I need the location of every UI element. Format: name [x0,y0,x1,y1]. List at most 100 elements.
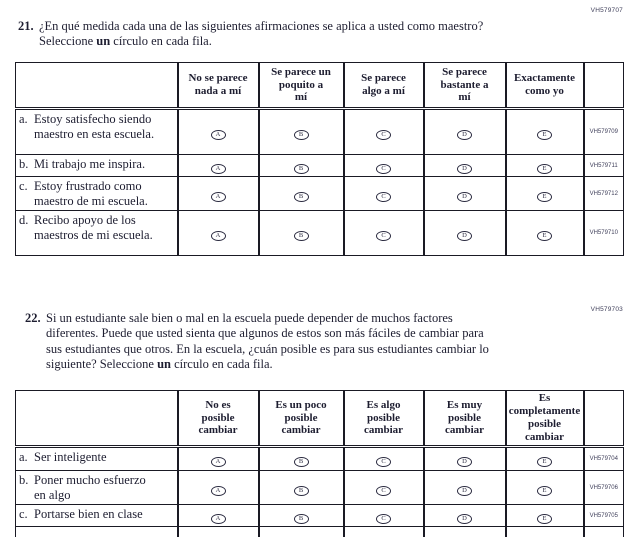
row-letter: c. [19,179,28,193]
column-header-text: Se parece algo a mí [345,72,423,98]
column-header-text: No es posible cambiar [179,399,258,438]
option-cell: A [176,108,259,155]
column-header-line: cambiar [198,424,238,437]
option-cell: A [176,154,259,177]
row-label: a. Ser inteligente [15,446,178,471]
row-code: VH579704 [582,446,624,471]
response-bubble-e[interactable]: E [537,231,552,242]
option-cell: E [504,470,584,505]
row-label: b. Poner mucho esfuerzo en algo [15,470,178,505]
response-bubble-b[interactable]: B [293,163,309,174]
column-header-line: No es [205,398,231,411]
response-bubble-d[interactable]: D [457,191,472,202]
option-cell: E [504,504,584,527]
column-header: Es completamente posible cambiar [504,390,584,448]
response-bubble-d[interactable]: D [457,231,472,242]
clipped-next-row [15,526,624,537]
response-bubble-d[interactable]: D [457,485,472,496]
column-header: Es algo posible cambiar [342,390,424,448]
row-label-text: b. Mi trabajo me inspira. [16,155,177,174]
row-code: VH579709 [582,108,624,155]
column-header: Se parece bastante a mí [422,62,506,110]
response-bubble-c[interactable]: C [376,485,391,496]
row-code: VH579710 [582,210,624,256]
response-bubble-b[interactable]: B [293,231,309,242]
column-header-line: cambiar [524,430,565,443]
column-header-line: Es muy [446,398,483,411]
response-bubble-a[interactable]: A [210,457,226,468]
response-table-22: No es posible cambiar Es un poco posible camb… [15,390,624,537]
response-bubble-d[interactable]: D [457,513,472,524]
option-cell: B [257,176,344,211]
row-letter: b. [19,473,29,487]
clipped-cell [582,526,624,537]
column-header-line: Se parece [442,65,487,78]
response-bubble-b[interactable]: B [293,485,309,496]
column-header-line: posible [366,411,400,424]
response-bubble-d[interactable]: D [457,457,472,468]
response-bubble-b[interactable]: B [293,191,309,202]
question-21-accession-code: VH579707 [590,7,623,14]
response-bubble-a[interactable]: A [210,130,226,141]
table-row: c. Portarse bien en clase A B C D E VH579705 [15,504,624,527]
column-header-text: Es completamente posible cambiar [507,392,583,444]
response-bubble-a[interactable]: A [210,231,226,242]
column-header-line: nada a mí [194,85,242,97]
response-bubble-a[interactable]: A [210,191,226,202]
response-bubble-c[interactable]: C [376,191,391,202]
column-header: No es posible cambiar [176,390,259,448]
response-bubble-c[interactable]: C [376,513,391,524]
response-bubble-b[interactable]: B [293,513,309,524]
response-bubble-e[interactable]: E [537,130,552,141]
response-bubble-c[interactable]: C [376,457,391,468]
response-bubble-b[interactable]: B [293,130,309,141]
corner-cell [15,62,178,110]
column-header-text: No se parece nada a mí [179,72,258,98]
option-cell: C [342,446,424,471]
column-header-line: como yo [525,85,564,97]
column-header: No se parece nada a mí [176,62,259,110]
column-header-text: Se parece un poquito a mí [260,66,343,105]
option-cell: A [176,470,259,505]
response-bubble-c[interactable]: C [376,130,391,141]
response-bubble-d[interactable]: D [457,163,472,174]
response-bubble-e[interactable]: E [537,485,552,496]
question-22-accession-code: VH579703 [590,306,623,313]
response-bubble-e[interactable]: E [537,191,552,202]
clipped-cell [176,526,259,537]
clipped-cell [504,526,584,537]
response-bubble-e[interactable]: E [537,513,552,524]
question-21-prompt: 21. ¿En qué medida cada una de las sigui… [18,19,486,50]
response-bubble-e[interactable]: E [537,163,552,174]
row-letter: b. [19,157,29,171]
option-cell: C [342,154,424,177]
row-code: VH579712 [582,176,624,211]
option-cell: B [257,504,344,527]
column-header-line: cambiar [444,424,485,437]
option-cell: C [342,470,424,505]
column-header: Se parece algo a mí [342,62,424,110]
row-statement: Estoy satisfecho siendo maestro en esta … [34,112,155,141]
column-header-line: Exactamente [513,72,576,85]
option-cell: D [422,504,506,527]
column-header: Se parece un poquito a mí [257,62,344,110]
option-cell: E [504,108,584,155]
response-bubble-c[interactable]: C [376,163,391,174]
option-cell: C [342,176,424,211]
clipped-cell [422,526,506,537]
response-bubble-c[interactable]: C [376,231,391,242]
table-row: c. Estoy frustrado como maestro de mi esc… [15,176,624,211]
response-bubble-d[interactable]: D [457,130,472,141]
option-cell: D [422,154,506,177]
table-row: a. Ser inteligente A B C D E VH579704 [15,446,624,471]
response-bubble-b[interactable]: B [293,457,309,468]
response-bubble-a[interactable]: A [210,485,226,496]
row-statement: Estoy frustrado como maestro de mi escue… [34,179,148,208]
column-header-text: Es muy posible cambiar [425,399,505,438]
response-bubble-a[interactable]: A [210,163,226,174]
response-bubble-a[interactable]: A [210,513,226,524]
response-bubble-e[interactable]: E [537,457,552,468]
option-cell: E [504,154,584,177]
table-row: b. Poner mucho esfuerzo en algo A B C D E VH579… [15,470,624,505]
option-cell: D [422,210,506,256]
